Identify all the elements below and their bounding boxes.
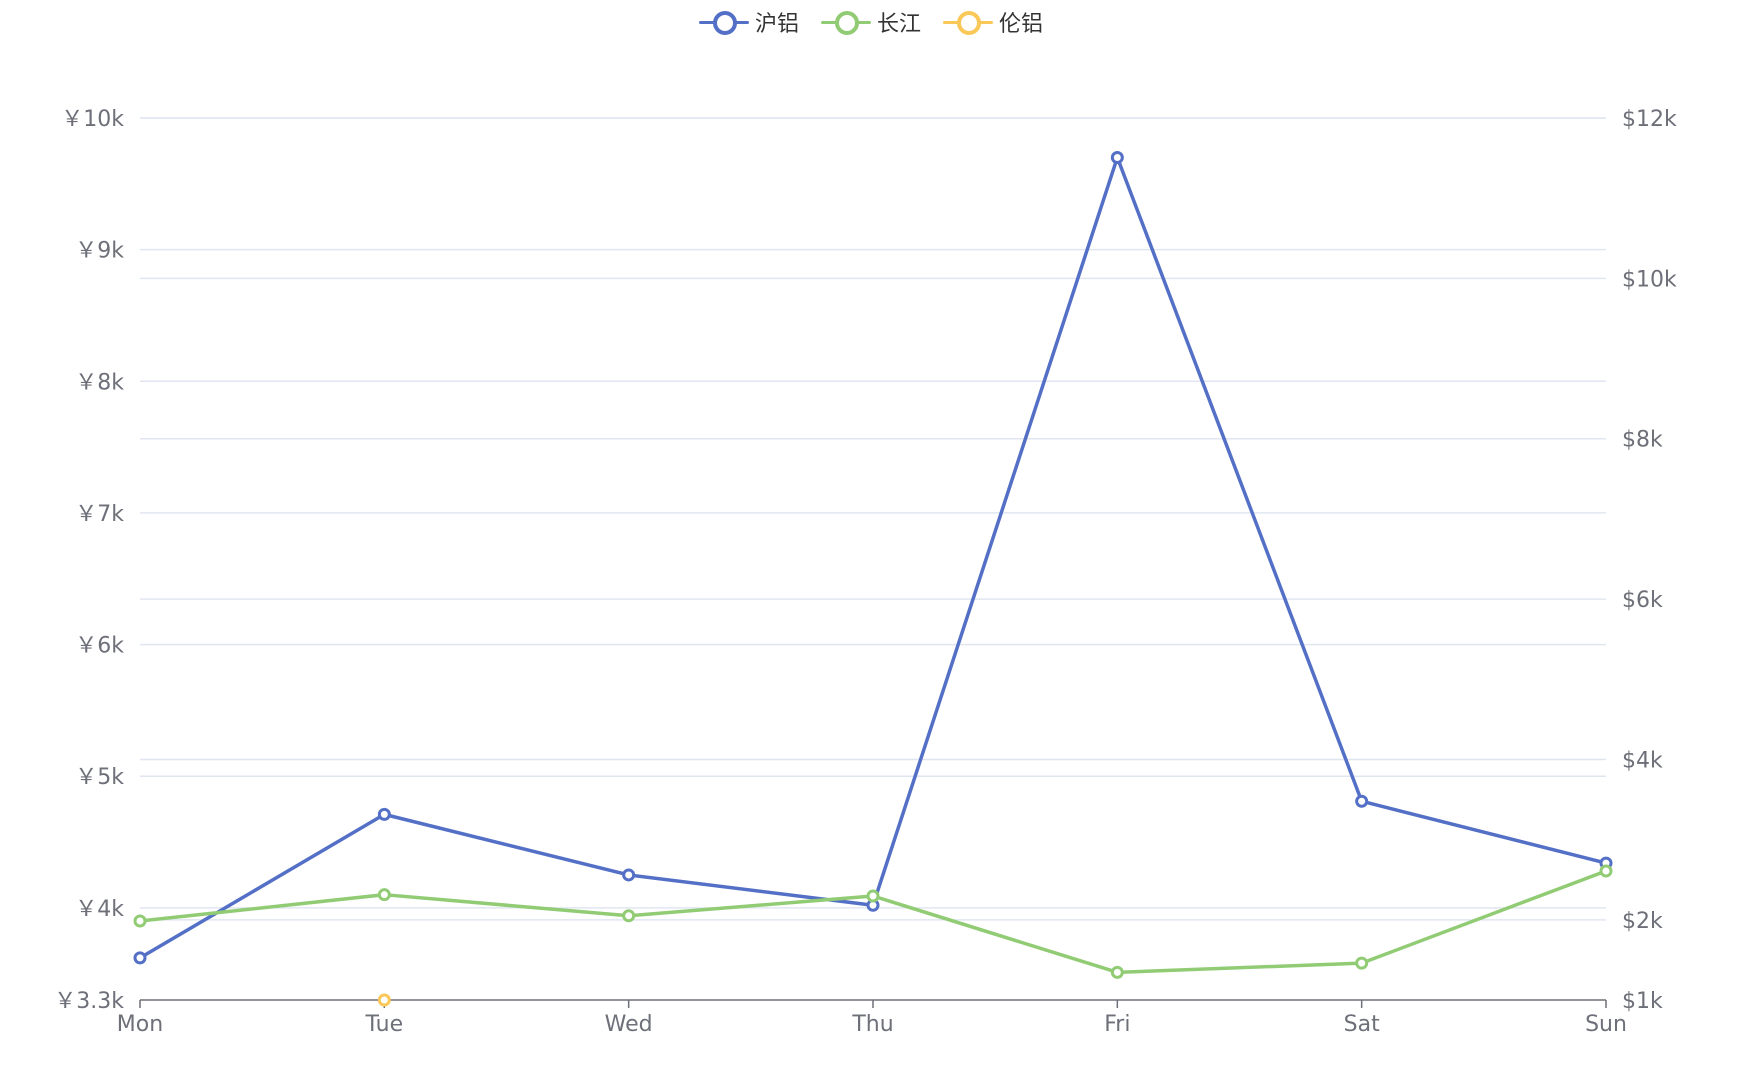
y-left-tick-label-5: ￥8k [75,370,124,395]
legend-label-changjiang: 长江 [876,12,921,37]
legend-item-lunlv[interactable]: 伦铝 [943,4,1043,40]
x-tick-label-5: Sat [1344,1012,1380,1037]
series-0-point-4[interactable] [1110,150,1124,164]
series-2-point-1[interactable] [377,993,391,1007]
y-left-tick-label-4: ￥7k [75,502,124,527]
series-layer [133,150,1613,1007]
y-left-tick-label-7: ￥10k [61,107,124,132]
legend-swatch-hulv-dot [712,11,737,35]
series-1-point-5[interactable] [1355,956,1369,970]
series-line-0 [139,155,1607,960]
y-left-tick-label-1: ￥4k [75,897,124,922]
y-right-tick-label-0: $1k [1622,989,1663,1014]
x-tick-label-0: Mon [117,1012,163,1037]
series-0-point-1[interactable] [377,807,391,821]
y-left-tick-label-3: ￥6k [75,634,124,659]
label-layer: ￥3.3k ￥4k ￥5k ￥6k ￥7k ￥8k ￥9k ￥10k $1k $2k $4k $6k $… [54,107,1677,1037]
series-0-point-2[interactable] [622,868,636,882]
legend-item-hulv[interactable]: 沪铝 [698,4,799,40]
y-left-tick-label-2: ￥5k [75,765,124,790]
series-1-point-0[interactable] [133,914,147,928]
legend-label-hulv: 沪铝 [754,12,799,37]
series-0-point-0[interactable] [133,951,147,965]
series-0-point-5[interactable] [1355,794,1369,808]
axis-layer [139,999,1607,1008]
y-right-tick-label-3: $6k [1622,588,1663,613]
legend: 沪铝 长江 伦铝 [0,4,1742,40]
x-tick-label-3: Thu [851,1012,893,1037]
legend-swatch-changjiang-dot [834,11,859,35]
legend-swatch-lunlv [943,10,993,35]
series-1-point-3[interactable] [866,889,880,903]
x-tick-label-4: Fri [1104,1012,1130,1037]
y-right-tick-label-6: $12k [1622,107,1677,132]
series-line-1 [139,869,1607,975]
x-tick-label-6: Sun [1585,1012,1627,1037]
legend-item-changjiang[interactable]: 长江 [820,4,921,40]
series-1-point-2[interactable] [622,909,636,923]
series-1-point-1[interactable] [377,888,391,902]
y-left-tick-label-0: ￥3.3k [54,989,124,1014]
legend-swatch-changjiang [820,10,871,35]
x-tick-label-1: Tue [365,1012,404,1037]
series-1-point-6[interactable] [1599,864,1613,878]
y-right-tick-label-4: $8k [1622,428,1663,453]
y-right-tick-label-2: $4k [1622,748,1663,773]
y-left-tick-label-6: ￥9k [75,239,124,264]
legend-swatch-hulv [698,10,749,35]
y-right-tick-label-5: $10k [1622,267,1677,292]
legend-label-lunlv: 伦铝 [999,12,1044,37]
legend-swatch-lunlv-dot [957,11,981,35]
series-1-point-4[interactable] [1110,965,1124,979]
x-tick-label-2: Wed [605,1012,653,1037]
grid-layer [140,117,1606,921]
y-right-tick-label-1: $2k [1622,909,1663,934]
